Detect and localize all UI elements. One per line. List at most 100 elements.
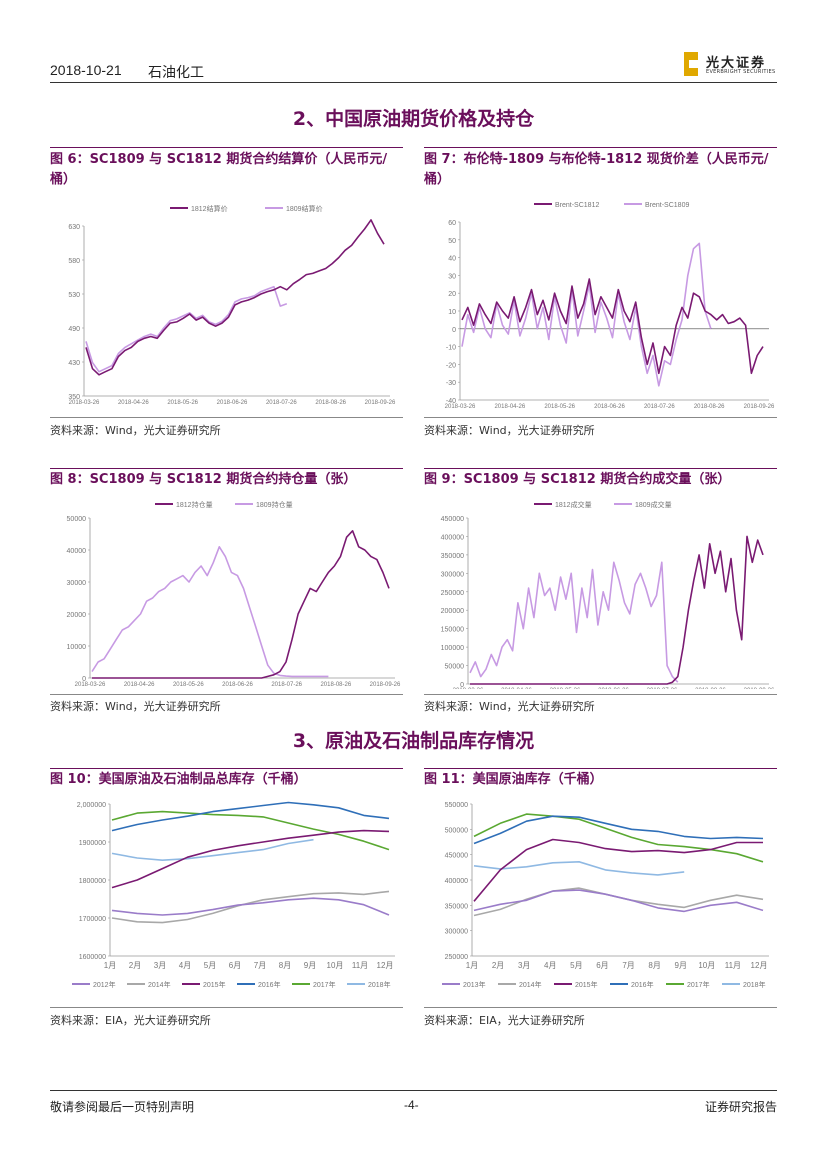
x-tick-label: 2018-04-26 <box>494 404 525 410</box>
y-tick-label: 450000 <box>445 853 468 860</box>
x-tick-label: 6月 <box>596 961 608 970</box>
y-tick-label: 300000 <box>445 929 468 936</box>
x-tick-label: 2018-06-26 <box>222 682 253 688</box>
y-tick-label: 200000 <box>441 608 464 615</box>
legend-label: 2013年 <box>463 980 486 989</box>
y-tick-label: 1800000 <box>79 878 106 885</box>
x-tick-label: 11月 <box>725 961 741 970</box>
figure-11-caption: 图 11：美国原油库存（千桶） <box>424 772 603 787</box>
x-tick-label: 4月 <box>544 961 556 970</box>
section-title-3: 3、原油及石油制品库存情况 <box>292 730 535 752</box>
figure-10-caption: 图 10：美国原油及石油制品总库存（千桶） <box>50 772 307 787</box>
x-tick-label: 2018-07-26 <box>271 682 302 688</box>
footer-disclaimer: 敬请参阅最后一页特别声明 <box>50 1100 195 1114</box>
x-tick-label: 12月 <box>751 961 768 970</box>
y-tick-label: 580 <box>68 258 80 265</box>
y-tick-label: 50000 <box>67 516 87 523</box>
legend-label: 1809持仓量 <box>256 500 293 509</box>
y-tick-label: 10000 <box>67 644 87 651</box>
report-category: 石油化工 <box>148 65 204 81</box>
legend-label: 2012年 <box>93 980 116 989</box>
x-tick-label: 8月 <box>279 961 291 970</box>
legend-label: 2014年 <box>519 980 542 989</box>
series-line-2012年 <box>111 897 390 916</box>
series-line-2016年 <box>111 801 390 832</box>
x-tick-label: 2018-03-26 <box>75 682 106 688</box>
x-tick-label: 9月 <box>675 961 687 970</box>
y-tick-label: 20 <box>448 291 456 298</box>
fig10-svg: 1600000 1700000 1800000 1900000 2,000000 1月 2月… <box>72 801 395 989</box>
figure-7-source: 资料来源：Wind，光大证券研究所 <box>424 424 595 437</box>
legend-label: 2016年 <box>631 980 654 989</box>
x-tick-label: 9月 <box>304 961 316 970</box>
caption-rule <box>424 468 777 469</box>
x-tick-label: 2018-07-26 <box>644 404 675 410</box>
x-tick-label: 6月 <box>229 961 241 970</box>
y-tick-label: 0 <box>82 676 86 683</box>
x-tick-label: 2018-04-26 <box>501 688 532 689</box>
y-tick-label: 40 <box>448 256 456 263</box>
legend-label: 1809结算价 <box>286 204 323 213</box>
series-line-2017年 <box>473 813 764 863</box>
source-rule <box>424 1007 777 1008</box>
source-rule <box>50 417 403 418</box>
figure-9-source: 资料来源：Wind，光大证券研究所 <box>424 700 595 713</box>
series-line-1809持仓量 <box>91 545 329 678</box>
x-tick-label: 3月 <box>518 961 530 970</box>
x-tick-label: 2月 <box>129 961 141 970</box>
figure-10-chart: 1600000 1700000 1800000 1900000 2,000000 1月 2月… <box>50 794 403 1002</box>
x-tick-label: 2018-03-26 <box>69 400 100 406</box>
y-tick-label: 430 <box>68 360 80 367</box>
x-tick-label: 2018-04-26 <box>118 400 149 406</box>
x-tick-label: 2018-08-26 <box>695 688 726 689</box>
series-line-1812持仓量 <box>92 529 390 679</box>
series-line-1809成交量 <box>469 561 679 683</box>
caption-rule <box>50 468 403 469</box>
legend-label: 2018年 <box>743 980 766 989</box>
legend-label: 2017年 <box>687 980 710 989</box>
y-tick-label: -20 <box>446 362 456 369</box>
figure-8-source: 资料来源：Wind，光大证券研究所 <box>50 700 221 713</box>
y-tick-label: 0 <box>460 682 464 689</box>
x-tick-label: 2018-06-26 <box>598 688 629 689</box>
y-tick-label: 20000 <box>67 612 87 619</box>
y-tick-label: -30 <box>446 380 456 387</box>
legend-label: Brent-SC1812 <box>555 202 599 209</box>
legend-label: 2016年 <box>258 980 281 989</box>
x-tick-label: 12月 <box>377 961 394 970</box>
page-number: -4- <box>404 1098 419 1112</box>
legend-label: 2015年 <box>575 980 598 989</box>
legend-label: 1812结算价 <box>191 204 228 213</box>
y-tick-label: 150000 <box>441 627 464 634</box>
x-tick-label: 2018-03-26 <box>445 404 476 410</box>
y-tick-label: 1600000 <box>79 954 106 961</box>
legend-label: 2014年 <box>148 980 171 989</box>
series-line-Brent-SC1809 <box>461 242 712 387</box>
y-tick-label: 30 <box>448 273 456 280</box>
figure-8-chart: 0 10000 20000 30000 40000 50000 2018-03-26 2018… <box>50 494 403 689</box>
y-tick-label: 530 <box>68 292 80 299</box>
y-tick-label: 100000 <box>441 645 464 652</box>
fig11-svg: 250000 300000 350000 400000 450000 500000 5500… <box>442 802 769 989</box>
y-tick-label: 400000 <box>445 878 468 885</box>
x-tick-label: 5月 <box>570 961 582 970</box>
series-line-2018年 <box>473 861 685 876</box>
y-tick-label: 40000 <box>67 548 87 555</box>
source-rule <box>50 1007 403 1008</box>
x-tick-label: 3月 <box>154 961 166 970</box>
y-tick-label: 250000 <box>441 590 464 597</box>
logo-english-name: EVERBRIGHT SECURITIES <box>706 69 776 75</box>
x-tick-label: 2018-08-26 <box>320 682 351 688</box>
y-tick-label: 50 <box>448 238 456 245</box>
y-tick-label: 60 <box>448 220 456 227</box>
section-title-2: 2、中国原油期货价格及持仓 <box>292 108 535 130</box>
y-tick-label: 350 <box>68 394 80 401</box>
y-tick-label: 490 <box>68 326 80 333</box>
series-line-1809结算价 <box>85 285 288 373</box>
series-line-2015年 <box>473 838 763 902</box>
y-tick-label: 350000 <box>441 553 464 560</box>
x-tick-label: 2018-08-26 <box>315 400 346 406</box>
legend-label: 1809成交量 <box>635 500 672 509</box>
y-tick-label: 500000 <box>445 827 468 834</box>
figure-6-source: 资料来源：Wind，光大证券研究所 <box>50 424 221 437</box>
